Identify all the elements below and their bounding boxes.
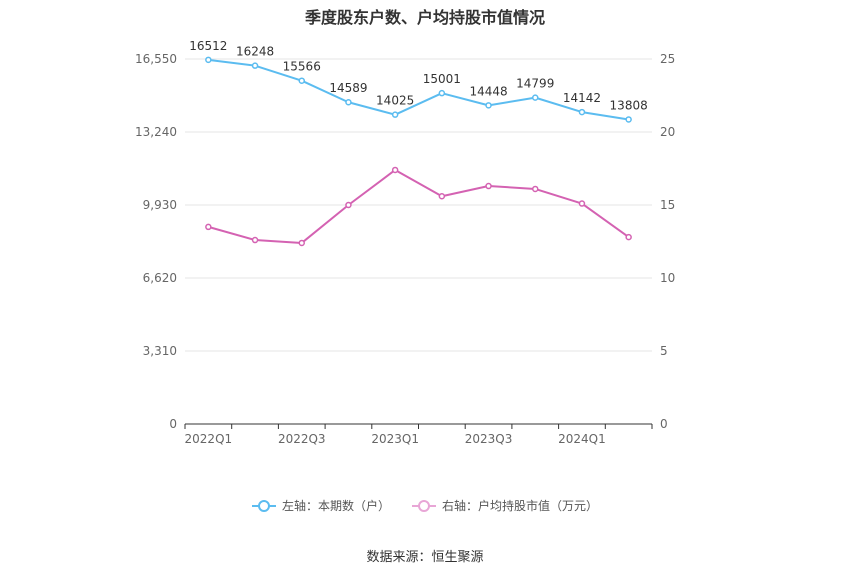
data-point-left — [298, 77, 305, 84]
series-line-right — [208, 168, 630, 244]
data-point-right — [578, 200, 586, 207]
data-point-left — [251, 62, 259, 69]
data-label: 16512 — [189, 39, 227, 53]
data-point-right — [625, 233, 632, 241]
data-point-left — [578, 108, 586, 116]
left-axis-tick-label: 9,930 — [143, 198, 177, 212]
legend-left-marker-icon — [251, 499, 276, 512]
legend-left-label: 左轴：本期数（户） — [281, 499, 390, 513]
x-axis-tick-label: 2022Q1 — [185, 432, 233, 446]
right-axis-tick-label: 0 — [660, 417, 668, 431]
right-axis-tick-label: 20 — [660, 125, 675, 139]
data-point-left — [391, 111, 399, 118]
data-point-right — [438, 192, 446, 200]
data-point-left — [485, 102, 492, 109]
data-point-right — [532, 185, 539, 193]
data-label: 14025 — [376, 94, 414, 108]
data-point-right — [298, 239, 305, 247]
legend: 左轴：本期数（户） 右轴：户均持股市值（万元） — [0, 497, 850, 514]
legend-item-right[interactable]: 右轴：户均持股市值（万元） — [412, 497, 598, 514]
data-point-left — [345, 98, 352, 106]
legend-right-marker-icon — [412, 499, 436, 512]
left-axis-tick-label: 0 — [169, 417, 177, 431]
data-label: 14589 — [329, 81, 367, 95]
data-point-left — [625, 116, 632, 123]
right-axis-tick-label: 15 — [660, 198, 675, 212]
data-point-left — [438, 89, 446, 97]
data-point-right — [485, 182, 492, 190]
x-axis-tick-label: 2022Q3 — [278, 432, 326, 446]
data-point-right — [391, 166, 399, 174]
axis-layer: 0 3,310 6,620 9,930 13,240 16,550 0 5 10 15 20 25 20… — [135, 52, 675, 446]
data-label: 14448 — [469, 84, 507, 98]
data-label: 14142 — [563, 91, 601, 105]
data-label: 13808 — [610, 98, 648, 112]
series-layer — [205, 56, 632, 247]
x-axis-tick-label: 2024Q1 — [558, 432, 606, 446]
legend-right-label: 右轴：户均持股市值（万元） — [442, 499, 599, 513]
right-axis-tick-label: 5 — [660, 344, 668, 358]
data-label: 15566 — [283, 60, 321, 74]
left-axis-tick-label: 3,310 — [143, 344, 177, 358]
right-axis-tick-label: 10 — [660, 271, 675, 285]
data-label: 14799 — [516, 77, 554, 91]
legend-item-left[interactable]: 左轴：本期数（户） — [251, 497, 390, 514]
x-axis-tick-label: 2023Q3 — [465, 432, 513, 446]
grid-layer — [185, 58, 652, 352]
data-point-left — [532, 94, 539, 101]
source-note: 数据来源：恒生聚源 — [366, 550, 484, 565]
series-line-left — [208, 58, 629, 121]
x-axis-tick-label: 2023Q1 — [371, 432, 419, 446]
left-axis-tick-label: 16,550 — [135, 52, 177, 66]
data-label: 15001 — [423, 72, 461, 86]
right-axis-tick-label: 25 — [660, 52, 675, 66]
left-axis-tick-label: 6,620 — [143, 271, 177, 285]
left-axis-tick-label: 13,240 — [135, 125, 177, 139]
data-point-right — [345, 201, 352, 209]
data-point-left — [205, 56, 212, 64]
data-point-right — [205, 223, 212, 231]
data-point-right — [251, 236, 259, 244]
chart-title: 季度股东户数、户均持股市值情况 — [304, 8, 545, 27]
data-label: 16248 — [236, 45, 274, 59]
label-layer: 16512 16248 15566 14589 14025 15001 14448 14799… — [189, 39, 647, 113]
